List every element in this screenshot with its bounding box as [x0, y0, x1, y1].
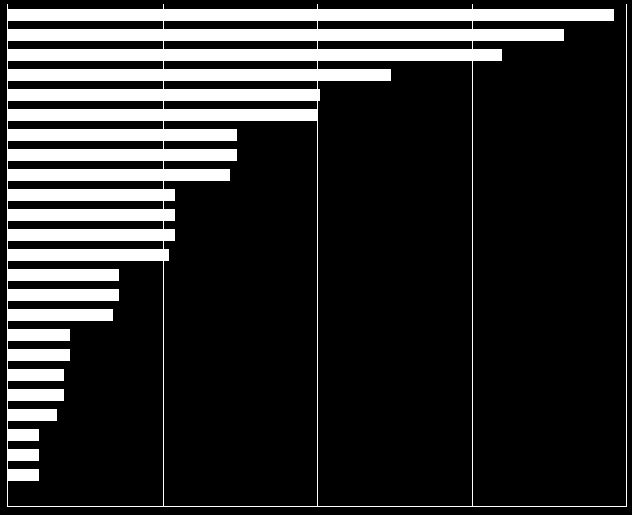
bar [8, 89, 320, 101]
bar [8, 229, 175, 241]
bar [8, 49, 502, 61]
bar [8, 309, 113, 321]
bar [8, 449, 39, 461]
bar [8, 349, 70, 361]
bar [8, 129, 237, 141]
bar [8, 109, 317, 121]
bar [8, 249, 169, 261]
bar [8, 269, 119, 281]
bar [8, 69, 391, 81]
x-gridline [472, 4, 473, 506]
bar [8, 209, 175, 221]
plot-area [8, 4, 626, 506]
bar [8, 389, 64, 401]
bar [8, 29, 564, 41]
bar [8, 469, 39, 481]
bar [8, 289, 119, 301]
bar [8, 189, 175, 201]
bar [8, 409, 57, 421]
bar [8, 429, 39, 441]
bar [8, 149, 237, 161]
bar [8, 9, 614, 21]
bar [8, 329, 70, 341]
hbar-chart [7, 4, 627, 507]
bar [8, 369, 64, 381]
bar [8, 169, 230, 181]
